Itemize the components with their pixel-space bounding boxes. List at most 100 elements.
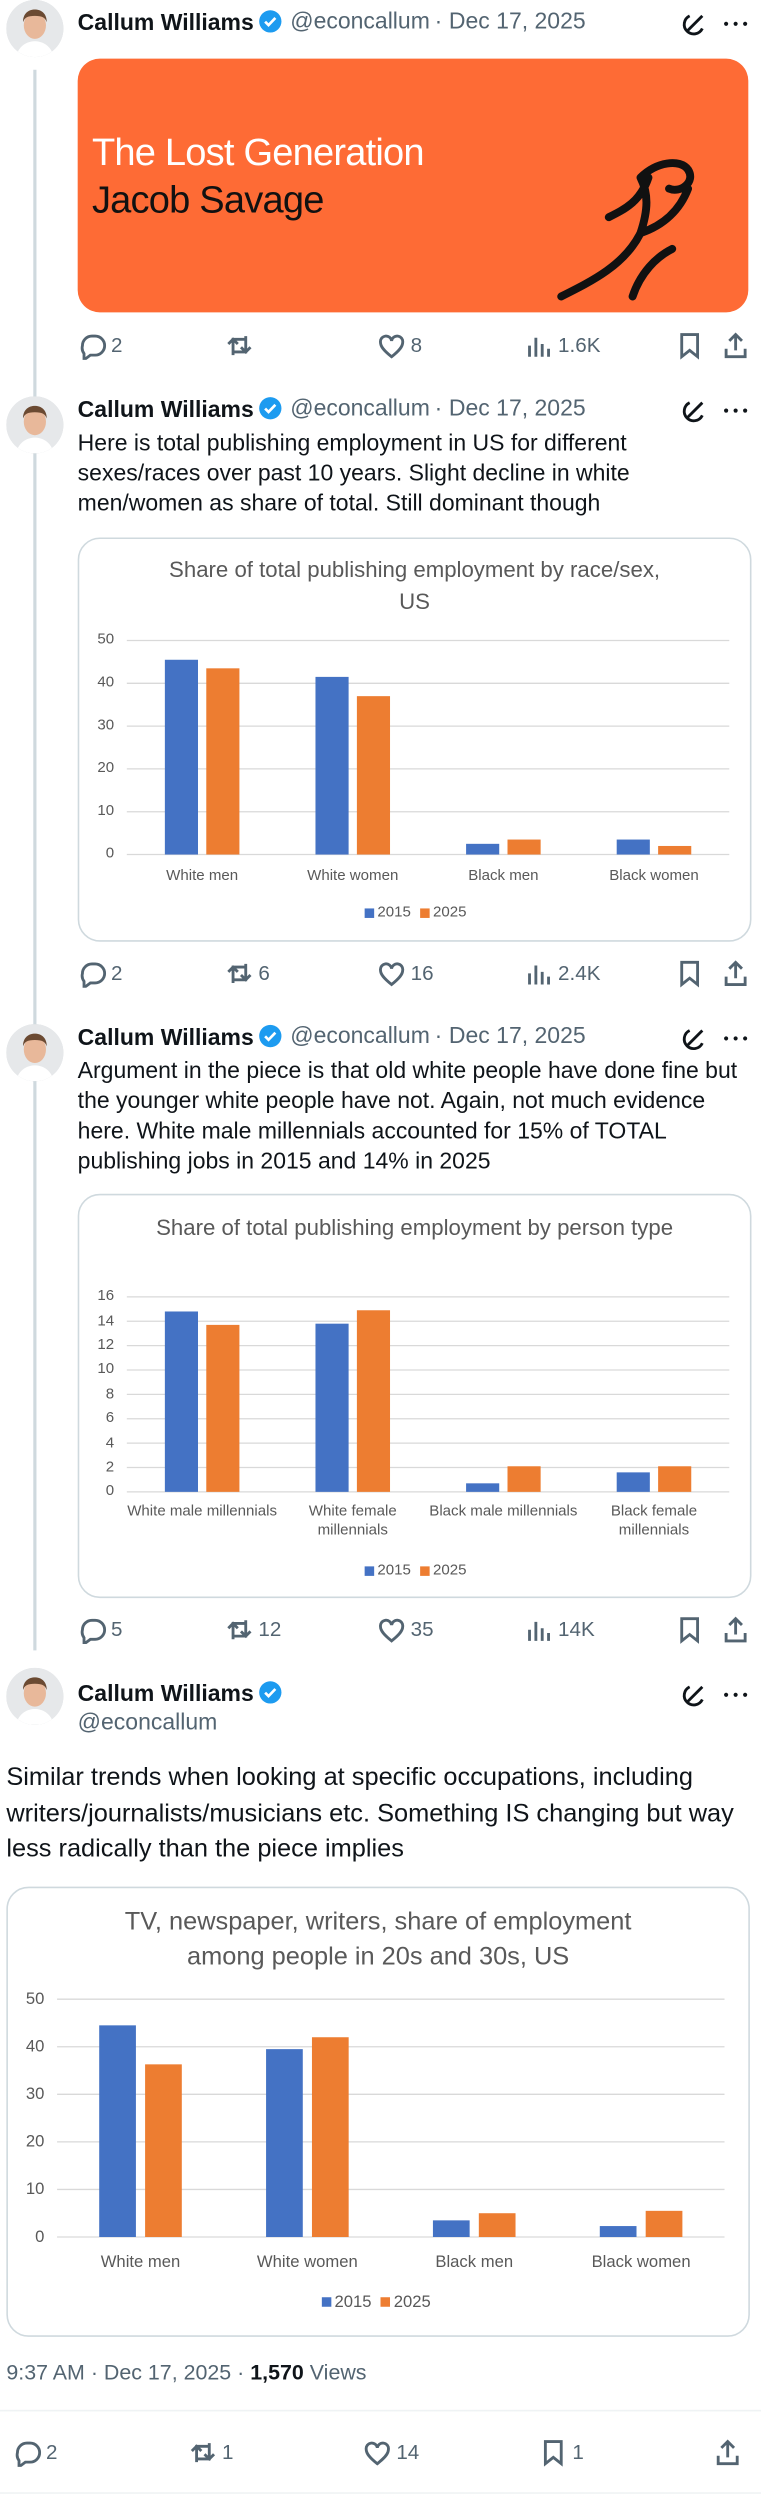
views-icon[interactable] [525,1616,554,1645]
repost-icon[interactable] [225,331,254,360]
separator: · [84,2360,104,2385]
bar [315,676,349,855]
more-icon[interactable] [721,10,750,39]
card-subtitle: Jacob Savage [91,179,324,222]
more-icon[interactable] [721,1024,750,1053]
x-tick-label: White women [307,867,399,885]
like-icon[interactable] [377,959,406,988]
stat-replies: 2 [110,960,123,985]
chart-title: TV, newspaper, writers, share of employm… [124,1908,632,1971]
bar [266,2049,303,2237]
author-name[interactable]: Callum Williams [78,10,283,37]
more-icon[interactable] [721,1681,750,1710]
bookmark-icon[interactable] [675,331,704,360]
bookmark-icon[interactable] [675,959,704,988]
stat-views: 2.4K [558,960,601,985]
y-tick-label: 10 [25,2179,45,2199]
views-icon[interactable] [525,959,554,988]
time: 9:37 AM [6,2360,85,2385]
legend-label: 2015 [334,2291,372,2312]
y-tick-label: 14 [97,1312,115,1330]
bar [432,2220,470,2237]
bar [599,2226,637,2237]
reply-icon[interactable] [78,1616,107,1645]
bookmark-icon[interactable] [539,2438,568,2467]
stat-views: 1.6K [558,332,601,357]
repost-icon[interactable] [225,1616,254,1645]
y-tick-label: 2 [105,1458,115,1476]
legend-swatch [321,2297,332,2307]
grok-icon[interactable] [680,1024,709,1053]
avatar[interactable] [6,1667,64,1725]
view-count: 1,570 [250,2360,304,2385]
grok-icon[interactable] [680,396,709,425]
tweet-text: Similar trends when looking at specific … [6,1764,734,1863]
stat-likes: 14 [396,2439,420,2464]
legend-swatch [420,908,430,918]
y-tick-label: 16 [97,1287,115,1306]
bar [206,668,240,855]
divider [0,2409,761,2412]
stat-likes: 8 [410,332,423,357]
bar [315,1323,349,1492]
avatar[interactable] [6,1024,64,1082]
article-card[interactable]: The Lost Generation Jacob Savage [77,58,749,313]
repost-icon[interactable] [225,959,254,988]
grok-icon[interactable] [680,10,709,39]
grok-icon[interactable] [680,1681,709,1710]
views-label: Views [309,2360,367,2385]
bar [616,1472,650,1492]
like-icon[interactable] [363,2438,392,2467]
date: Dec 17, 2025 [103,2360,232,2385]
like-icon[interactable] [377,1616,406,1645]
bar [356,1310,391,1492]
chart-card[interactable]: Share of total publishing employment by … [77,537,752,942]
x-tick-label: White men [100,2252,181,2272]
share-icon[interactable] [713,2438,742,2467]
tweet-text: Here is total publishing employment in U… [77,431,630,517]
y-tick-label: 6 [105,1409,115,1428]
stat-replies: 2 [45,2439,58,2464]
bar [356,696,391,855]
stat-replies: 5 [110,1617,123,1641]
bar [145,2064,182,2237]
separator: · [231,2360,251,2385]
y-tick-label: 30 [97,717,115,735]
more-icon[interactable] [721,396,750,425]
author-name[interactable]: Callum Williams [78,396,283,423]
y-tick-label: 40 [25,2036,45,2056]
bar [164,1311,198,1492]
like-icon[interactable] [377,331,406,360]
legend-label: 2025 [393,2291,431,2312]
chart-card[interactable]: TV, newspaper, writers, share of employm… [6,1886,750,2337]
repost-icon[interactable] [189,2438,218,2467]
views-icon[interactable] [525,331,554,360]
y-tick-label: 30 [25,2084,45,2104]
bar [466,1483,500,1492]
timestamp: 9:37 AM · Dec 17, 2025 · 1,570 Views [6,2361,366,2385]
stat-replies: 2 [110,332,123,357]
avatar[interactable] [6,396,64,454]
stat-likes: 16 [410,960,434,985]
x-tick-label: White male millennials [127,1502,278,1521]
author-name[interactable]: Callum Williams [78,1681,283,1707]
chart-plot [126,1296,730,1493]
author-handle: @econcallum [290,1024,430,1050]
y-tick-label: 10 [97,1360,115,1379]
reply-icon[interactable] [13,2438,42,2467]
author-name[interactable]: Callum Williams [78,1024,283,1051]
stat-reposts: 1 [221,2439,234,2464]
share-icon[interactable] [721,1616,750,1645]
bar [507,1466,541,1492]
share-icon[interactable] [721,331,750,360]
avatar[interactable] [6,0,64,58]
y-tick-label: 20 [25,2131,45,2151]
reply-icon[interactable] [78,331,107,360]
chart-card[interactable]: Share of total publishing employment by … [77,1193,752,1599]
reply-icon[interactable] [78,959,107,988]
share-icon[interactable] [721,959,750,988]
bookmark-icon[interactable] [675,1616,704,1645]
legend-label: 2025 [433,904,467,922]
